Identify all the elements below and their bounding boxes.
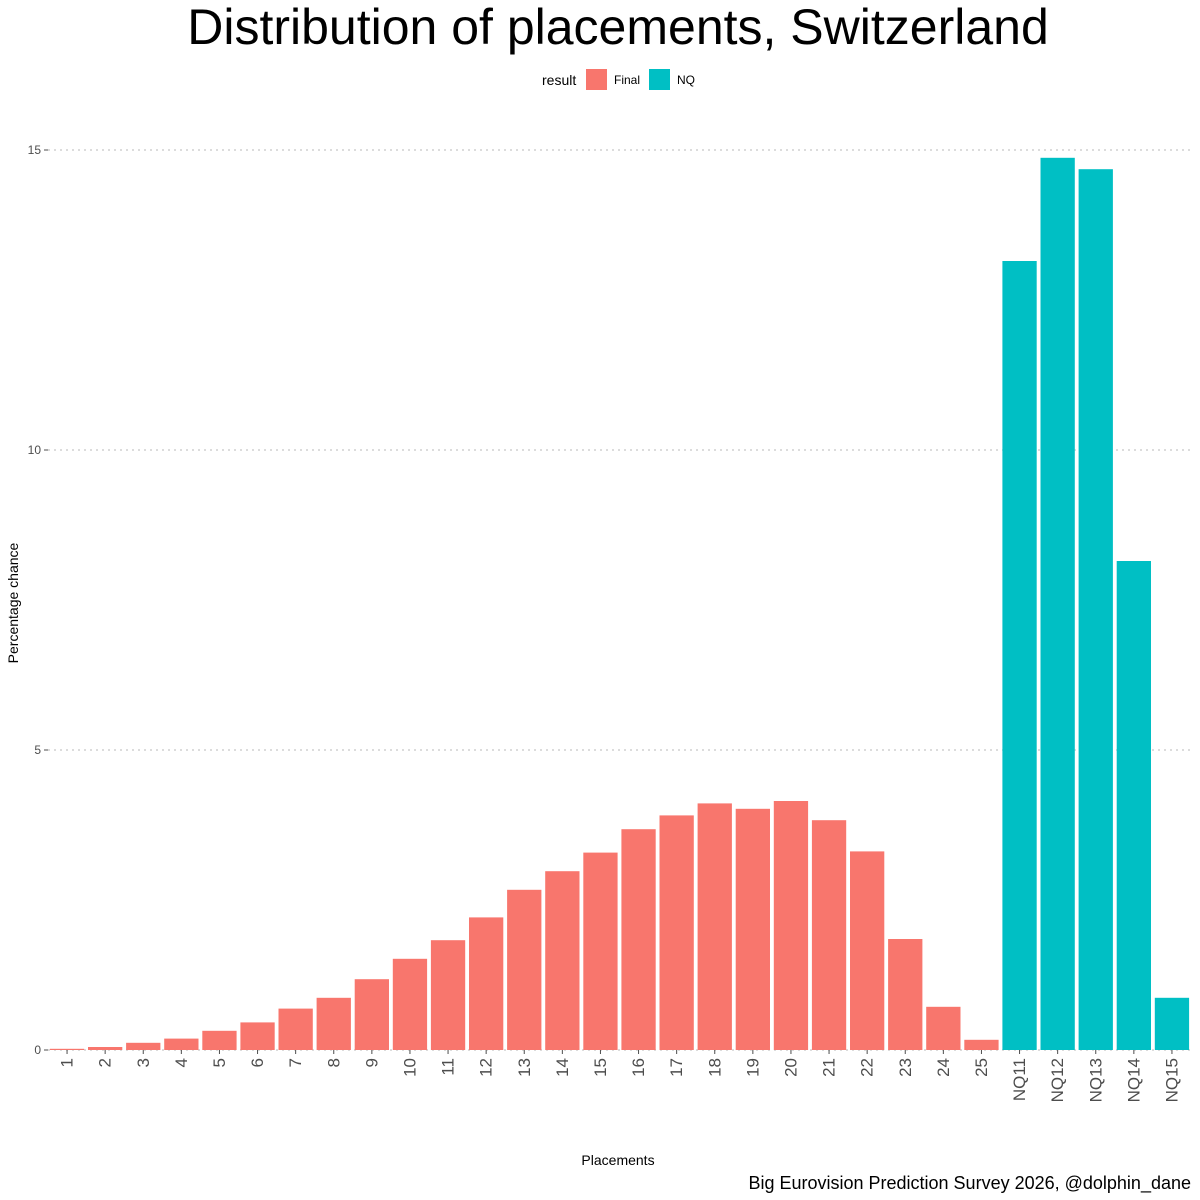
x-tick-label-nq12: NQ12 [1048, 1058, 1067, 1102]
bar-nq13 [1078, 169, 1113, 1050]
x-tick-label-21: 21 [820, 1058, 839, 1077]
x-tick-label-1: 1 [58, 1058, 77, 1067]
y-axis: 0 5 10 15 [28, 143, 48, 1057]
x-tick-label-15: 15 [591, 1058, 610, 1077]
x-tick-label-5: 5 [210, 1058, 229, 1067]
bar-22 [850, 851, 885, 1050]
x-tick-label-10: 10 [400, 1058, 419, 1077]
x-tick-label-20: 20 [781, 1058, 800, 1077]
bar-23 [888, 939, 923, 1050]
x-tick-label-19: 19 [743, 1058, 762, 1077]
y-tick-label-0: 0 [34, 1043, 41, 1057]
legend-label-nq: NQ [677, 73, 695, 87]
bar-18 [697, 803, 732, 1050]
bar-17 [659, 815, 694, 1050]
bar-4 [164, 1038, 199, 1050]
bar-15 [583, 852, 618, 1050]
x-tick-label-nq15: NQ15 [1162, 1058, 1181, 1102]
bar-nq14 [1116, 561, 1151, 1050]
bar-7 [278, 1008, 313, 1050]
x-tick-label-nq13: NQ13 [1086, 1058, 1105, 1102]
bar-5 [202, 1030, 237, 1050]
bar-nq15 [1154, 997, 1190, 1050]
y-axis-title: Percentage chance [5, 542, 21, 663]
x-tick-label-nq14: NQ14 [1124, 1058, 1143, 1102]
legend-title: result [542, 72, 576, 88]
x-tick-label-11: 11 [439, 1058, 458, 1076]
bar-8 [316, 997, 351, 1050]
x-axis: 1 2 3 4 5 6 7 8 9 10 11 12 13 14 15 16 17 18 19 20 21 22 23 24 2… [58, 1050, 1181, 1102]
bar-6 [240, 1022, 275, 1050]
x-tick-label-13: 13 [515, 1058, 534, 1077]
chart-title: Distribution of placements, Switzerland [187, 0, 1049, 55]
x-tick-label-14: 14 [553, 1058, 572, 1077]
bar-14 [545, 871, 580, 1050]
x-tick-label-25: 25 [972, 1058, 991, 1077]
legend-label-final: Final [614, 73, 640, 87]
x-tick-label-2: 2 [96, 1058, 115, 1067]
x-tick-label-18: 18 [705, 1058, 724, 1077]
bar-20 [773, 801, 809, 1050]
bar-19 [735, 808, 770, 1050]
x-tick-label-17: 17 [667, 1058, 686, 1077]
x-tick-label-3: 3 [134, 1058, 153, 1067]
x-tick-label-16: 16 [629, 1058, 648, 1077]
x-tick-label-12: 12 [477, 1058, 496, 1077]
bar-1 [49, 1048, 85, 1050]
y-tick-label-15: 15 [28, 143, 42, 157]
bar-11 [430, 940, 466, 1050]
bar-13 [507, 889, 542, 1050]
x-axis-title: Placements [581, 1152, 654, 1168]
bar-nq11 [1002, 261, 1037, 1050]
bar-16 [621, 829, 656, 1050]
gridlines [48, 149, 1191, 1051]
bar-25 [964, 1039, 999, 1050]
legend: result Final NQ [542, 69, 695, 90]
x-tick-label-4: 4 [172, 1058, 191, 1067]
legend-swatch-final [586, 69, 607, 90]
y-tick-label-5: 5 [34, 743, 41, 757]
bar-nq12 [1040, 157, 1075, 1051]
bar-21 [811, 820, 847, 1050]
caption: Big Eurovision Prediction Survey 2026, @… [748, 1173, 1191, 1194]
x-tick-label-nq11: NQ11 [1010, 1058, 1029, 1101]
x-tick-label-8: 8 [324, 1058, 343, 1067]
x-tick-label-9: 9 [362, 1058, 381, 1067]
bar-12 [469, 917, 504, 1050]
bars [49, 157, 1190, 1051]
bar-10 [392, 958, 428, 1050]
x-tick-label-22: 22 [858, 1058, 877, 1077]
legend-swatch-nq [649, 69, 670, 90]
bar-3 [126, 1042, 161, 1050]
y-tick-label-10: 10 [28, 443, 42, 457]
bar-2 [88, 1047, 123, 1050]
x-tick-label-24: 24 [934, 1058, 953, 1077]
x-tick-label-7: 7 [286, 1058, 305, 1067]
x-tick-label-23: 23 [896, 1058, 915, 1077]
bar-24 [926, 1006, 961, 1050]
x-tick-label-6: 6 [248, 1058, 267, 1067]
bar-9 [354, 979, 389, 1050]
